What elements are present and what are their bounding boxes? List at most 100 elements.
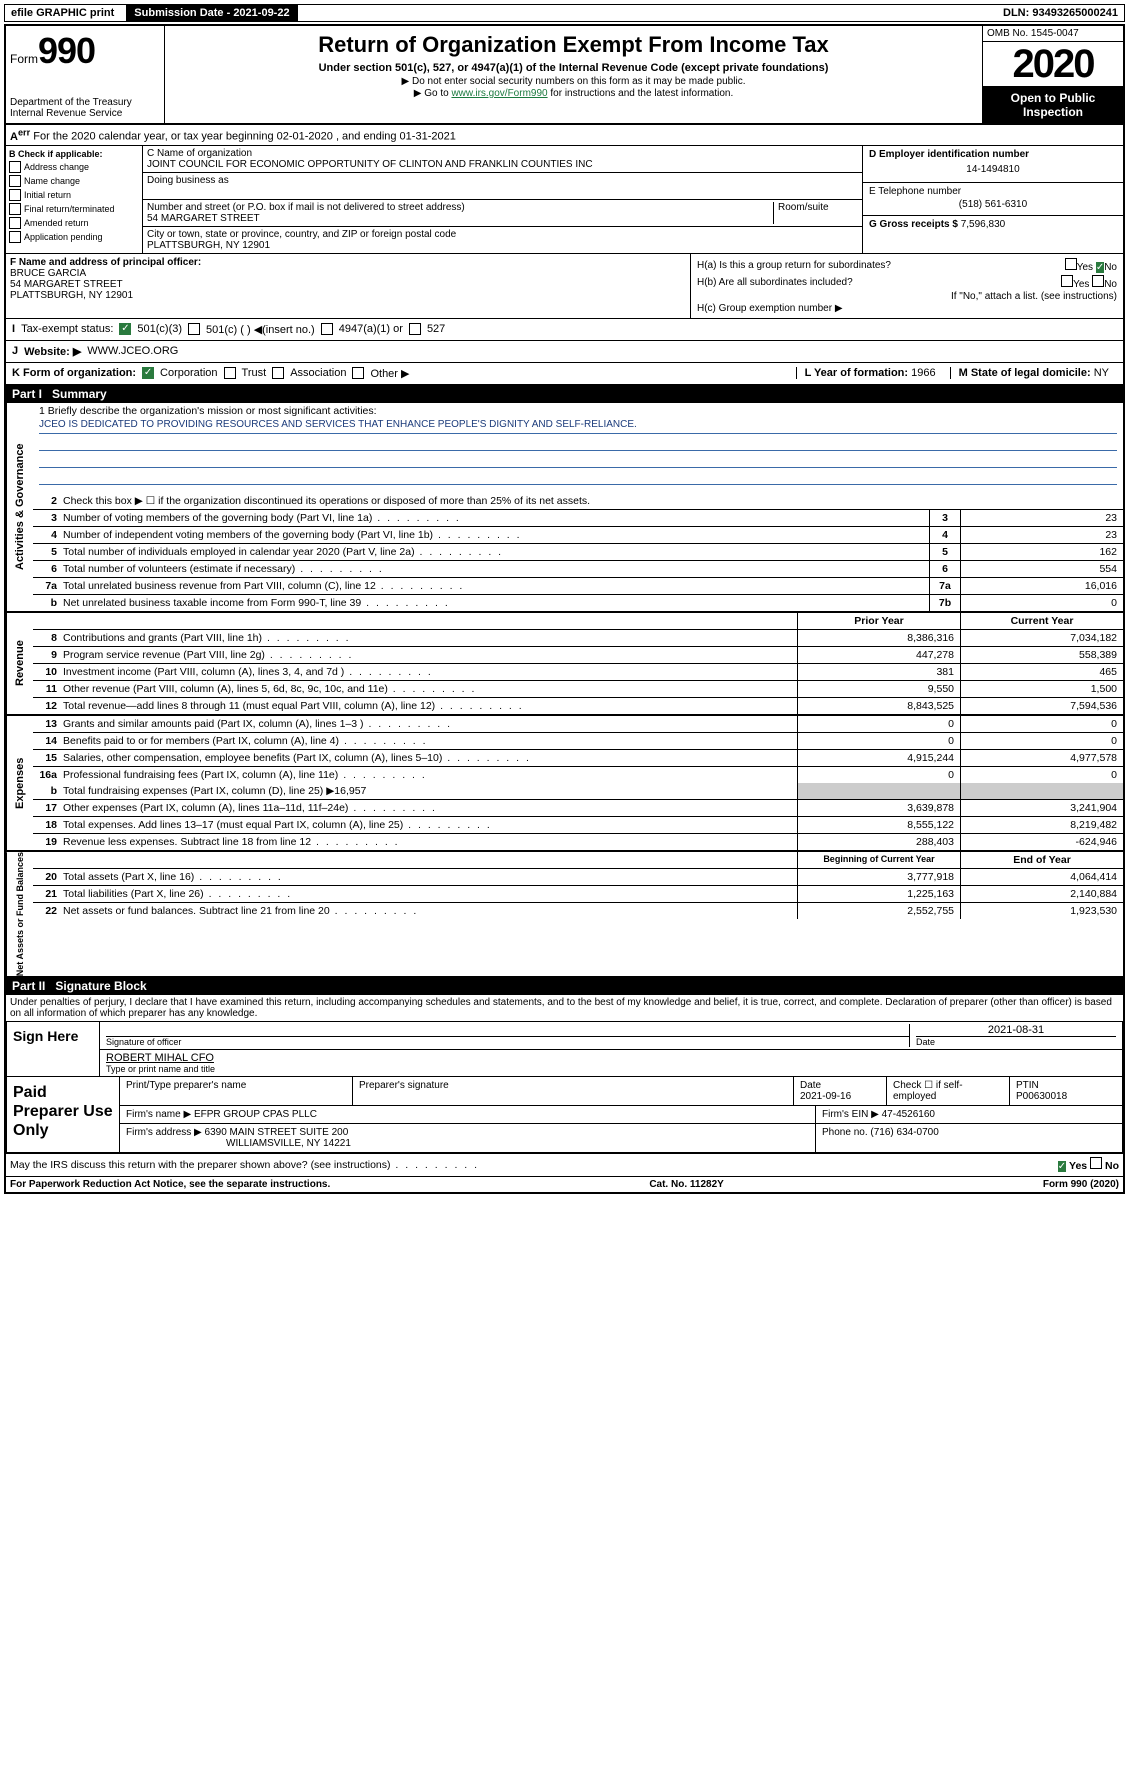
- paid-preparer-label: Paid Preparer Use Only: [7, 1077, 119, 1152]
- line-2: 2 Check this box ▶ ☐ if the organization…: [33, 493, 1123, 510]
- foot-mid: Cat. No. 11282Y: [649, 1179, 723, 1190]
- hb-answer: Yes No: [1061, 275, 1117, 290]
- website-value[interactable]: WWW.JCEO.ORG: [87, 345, 178, 357]
- opt-501c: 501(c) ( ) ◀(insert no.): [206, 323, 315, 336]
- chk-discuss-yes[interactable]: ✓: [1058, 1161, 1066, 1172]
- row-j: J Website: ▶ WWW.JCEO.ORG: [6, 341, 1123, 363]
- line-14: 14 Benefits paid to or for members (Part…: [33, 733, 1123, 750]
- hb-label: H(b) Are all subordinates included?: [697, 277, 853, 288]
- h-c: H(c) Group exemption number ▶: [697, 303, 1117, 314]
- submission-date[interactable]: Submission Date - 2021-09-22: [126, 5, 297, 21]
- chk-pending[interactable]: Application pending: [9, 231, 139, 243]
- chk-final[interactable]: Final return/terminated: [9, 203, 139, 215]
- chk-527[interactable]: [409, 323, 421, 335]
- sub3-post: for instructions and the latest informat…: [548, 88, 734, 99]
- c-name-block: C Name of organization JOINT COUNCIL FOR…: [143, 146, 862, 173]
- col-c: C Name of organization JOINT COUNCIL FOR…: [143, 146, 863, 253]
- chk-assoc[interactable]: [272, 367, 284, 379]
- line-19: 19 Revenue less expenses. Subtract line …: [33, 834, 1123, 850]
- chk-address-change[interactable]: Address change: [9, 161, 139, 173]
- chk-amended[interactable]: Amended return: [9, 217, 139, 229]
- line-13: 13 Grants and similar amounts paid (Part…: [33, 716, 1123, 733]
- row-a: Aerr For the 2020 calendar year, or tax …: [6, 125, 1123, 146]
- prep-date-label: Date: [800, 1080, 880, 1091]
- row-k: K Form of organization: ✓Corporation Tru…: [6, 363, 1123, 385]
- subtitle-1: Under section 501(c), 527, or 4947(a)(1)…: [171, 62, 976, 74]
- officer-addr1: 54 MARGARET STREET: [10, 279, 686, 290]
- sub3-pre: ▶ Go to: [414, 88, 452, 99]
- tab-revenue: Revenue: [6, 613, 33, 714]
- sig-line-1: Signature of officer 2021-08-31 Date: [100, 1022, 1122, 1050]
- chk-trust[interactable]: [224, 367, 236, 379]
- ein-value: 14-1494810: [869, 160, 1117, 179]
- part1-label: Part I: [12, 387, 42, 401]
- col-h: H(a) Is this a group return for subordin…: [691, 254, 1123, 318]
- website-label: Website: ▶: [24, 345, 81, 358]
- prep-sig-label: Preparer's signature: [353, 1077, 794, 1105]
- form-prefix: Form: [10, 52, 38, 66]
- firm-label: Firm's name ▶: [126, 1109, 191, 1120]
- chk-501c[interactable]: [188, 323, 200, 335]
- begin-year-header: Beginning of Current Year: [797, 852, 960, 868]
- gross-value: 7,596,830: [961, 219, 1006, 230]
- chk-discuss-no[interactable]: [1090, 1157, 1102, 1169]
- line-20: 20 Total assets (Part X, line 16) 3,777,…: [33, 869, 1123, 886]
- grey-cell-1: [797, 783, 960, 799]
- subtitle-2: ▶ Do not enter social security numbers o…: [171, 76, 976, 87]
- paid-right: Print/Type preparer's name Preparer's si…: [119, 1077, 1122, 1152]
- line-18: 18 Total expenses. Add lines 13–17 (must…: [33, 817, 1123, 834]
- discuss-row: May the IRS discuss this return with the…: [6, 1153, 1123, 1176]
- sign-date: 2021-08-31: [916, 1024, 1116, 1036]
- tab-netassets: Net Assets or Fund Balances: [6, 852, 33, 976]
- header-mid: Return of Organization Exempt From Incom…: [165, 26, 982, 123]
- g-gross: G Gross receipts $ 7,596,830: [863, 216, 1123, 233]
- form990-link[interactable]: www.irs.gov/Form990: [451, 88, 547, 99]
- c-addr: Number and street (or P.O. box if mail i…: [143, 200, 862, 227]
- chk-name-change[interactable]: Name change: [9, 175, 139, 187]
- line2-text: Check this box ▶ ☐ if the organization d…: [59, 493, 1123, 509]
- chk-501c3[interactable]: ✓: [119, 323, 131, 335]
- prep-date-val: 2021-09-16: [800, 1091, 880, 1102]
- grey-cell-2: [960, 783, 1123, 799]
- h-note: If "No," attach a list. (see instruction…: [697, 291, 1117, 302]
- sig-line-2: ROBERT MIHAL CFO Type or print name and …: [100, 1050, 1122, 1076]
- opt-4947: 4947(a)(1) or: [339, 323, 403, 335]
- end-year-header: End of Year: [960, 852, 1123, 868]
- netassets-section: Net Assets or Fund Balances Beginning of…: [6, 852, 1123, 977]
- part-1-header: Part I Summary: [6, 385, 1123, 403]
- l-label: L Year of formation:: [805, 367, 909, 379]
- officer-addr2: PLATTSBURGH, NY 12901: [10, 290, 686, 301]
- form-num: 990: [38, 30, 95, 71]
- irs-label: Internal Revenue Service: [10, 108, 160, 119]
- blank-line-2: [39, 451, 1117, 468]
- firm-name: EFPR GROUP CPAS PLLC: [194, 1109, 317, 1120]
- efile-label[interactable]: efile GRAPHIC print: [5, 5, 120, 21]
- mission-block: 1 Briefly describe the organization's mi…: [33, 403, 1123, 493]
- line-16a: 16a Professional fundraising fees (Part …: [33, 767, 1123, 783]
- row-i: I Tax-exempt status: ✓501(c)(3) 501(c) (…: [6, 319, 1123, 341]
- no-1: No: [1104, 262, 1117, 273]
- city-value: PLATTSBURGH, NY 12901: [147, 240, 858, 251]
- h-note-text: If "No," attach a list. (see instruction…: [951, 291, 1117, 302]
- chk-corp[interactable]: ✓: [142, 367, 154, 379]
- part2-label: Part II: [12, 979, 45, 993]
- firm-name-row: Firm's name ▶ EFPR GROUP CPAS PLLC Firm'…: [120, 1106, 1122, 1124]
- opt-527: 527: [427, 323, 445, 335]
- revenue-section: Revenue Prior Year Current Year 8 Contri…: [6, 613, 1123, 716]
- line-16b: b Total fundraising expenses (Part IX, c…: [33, 783, 1123, 800]
- chk-4947[interactable]: [321, 323, 333, 335]
- col-b: B Check if applicable: Address change Na…: [6, 146, 143, 253]
- c-city: City or town, state or province, country…: [143, 227, 862, 253]
- prep-date: Date 2021-09-16: [794, 1077, 887, 1105]
- opt-amended: Amended return: [24, 218, 89, 228]
- expenses-section: Expenses 13 Grants and similar amounts p…: [6, 716, 1123, 852]
- dba-label: Doing business as: [147, 175, 858, 186]
- sign-right: Signature of officer 2021-08-31 Date ROB…: [99, 1022, 1122, 1076]
- ptin-val: P00630018: [1016, 1091, 1116, 1102]
- chk-other[interactable]: [352, 367, 364, 379]
- gross-label: G Gross receipts $: [869, 219, 958, 230]
- no-2: No: [1104, 279, 1117, 290]
- line-9: 9 Program service revenue (Part VIII, li…: [33, 647, 1123, 664]
- phone-val: (716) 634-0700: [870, 1127, 938, 1138]
- chk-initial[interactable]: Initial return: [9, 189, 139, 201]
